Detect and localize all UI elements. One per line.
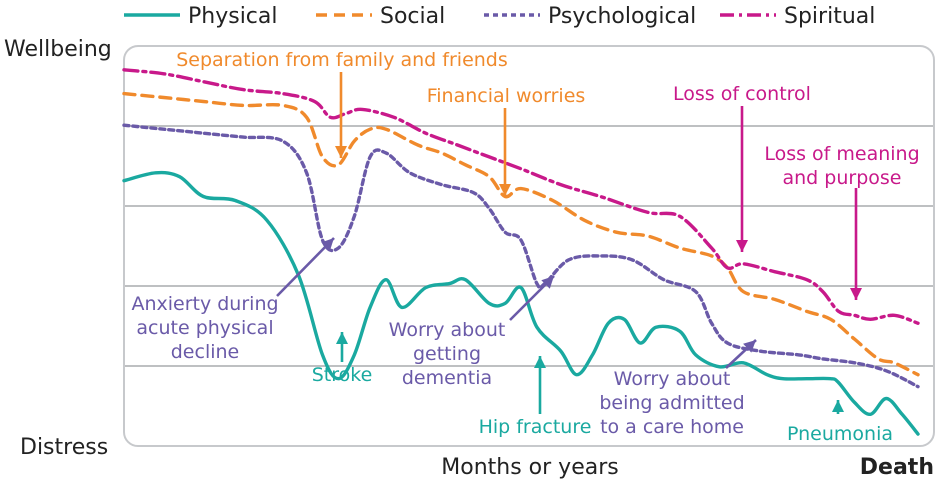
legend: Physical Social Psychological Spiritual: [124, 4, 875, 29]
legend-label-physical: Physical: [188, 4, 278, 29]
series-line-physical: [122, 170, 920, 436]
plot-frame: [123, 45, 935, 447]
series-line-psychological: [122, 123, 920, 389]
annotation-arrowhead-9: [743, 340, 756, 353]
legend-label-social: Social: [380, 4, 445, 29]
annotation-arrowhead-8: [534, 356, 546, 368]
annotation-label-5-line-1: Anxierty during: [131, 293, 278, 315]
x-axis-label: Months or years: [441, 455, 618, 480]
y-axis-bottom-label: Distress: [20, 435, 108, 460]
annotation-arrowhead-4: [850, 288, 862, 300]
y-axis-top-label: Wellbeing: [4, 37, 112, 62]
annotation-arrowhead-5: [321, 238, 334, 251]
annotation-label-7-line-1: Worry about: [389, 319, 506, 341]
series-line-social: [122, 91, 920, 377]
annotation-label-4-line-1: Loss of meaning: [764, 143, 919, 165]
annotation-arrowhead-2: [499, 184, 511, 196]
annotation-label-10-line-1: Pneumonia: [787, 423, 893, 445]
annotation-arrowhead-6: [336, 332, 348, 344]
annotation-arrowhead-7: [541, 276, 554, 289]
annotation-label-9-line-1: Worry about: [614, 368, 731, 390]
series-lines: [122, 68, 920, 436]
annotation-label-6-line-1: Stroke: [312, 364, 373, 386]
annotation-arrowhead-10: [832, 400, 844, 412]
series-line-spiritual: [122, 68, 920, 325]
annotation-label-4-line-2: and purpose: [783, 167, 902, 189]
annotation-label-5-line-2: acute physical: [136, 317, 273, 339]
annotation-label-9-line-2: being admitted: [599, 392, 744, 414]
annotation-label-1-line-1: Separation from family and friends: [176, 49, 508, 71]
annotation-label-9-line-3: to a care home: [600, 416, 744, 438]
gridlines: [125, 125, 933, 367]
legend-label-spiritual: Spiritual: [784, 4, 875, 29]
annotation-label-7-line-3: dementia: [402, 367, 492, 389]
annotation-label-7-line-2: getting: [413, 343, 481, 365]
x-axis-end-label: Death: [860, 455, 934, 480]
annotation-label-3-line-1: Loss of control: [673, 83, 811, 105]
annotations: Separation from family and friends Financ…: [131, 49, 919, 445]
annotation-arrows: [276, 72, 862, 414]
legend-label-psychological: Psychological: [548, 4, 696, 29]
annotation-label-5-line-3: decline: [171, 341, 240, 363]
annotation-arrowhead-3: [736, 240, 748, 252]
annotation-arrow-5: [276, 237, 335, 297]
annotation-label-8-line-1: Hip fracture: [479, 416, 592, 438]
annotation-label-2-line-1: Financial worries: [427, 85, 586, 107]
annotation-arrowhead-1: [335, 146, 347, 158]
